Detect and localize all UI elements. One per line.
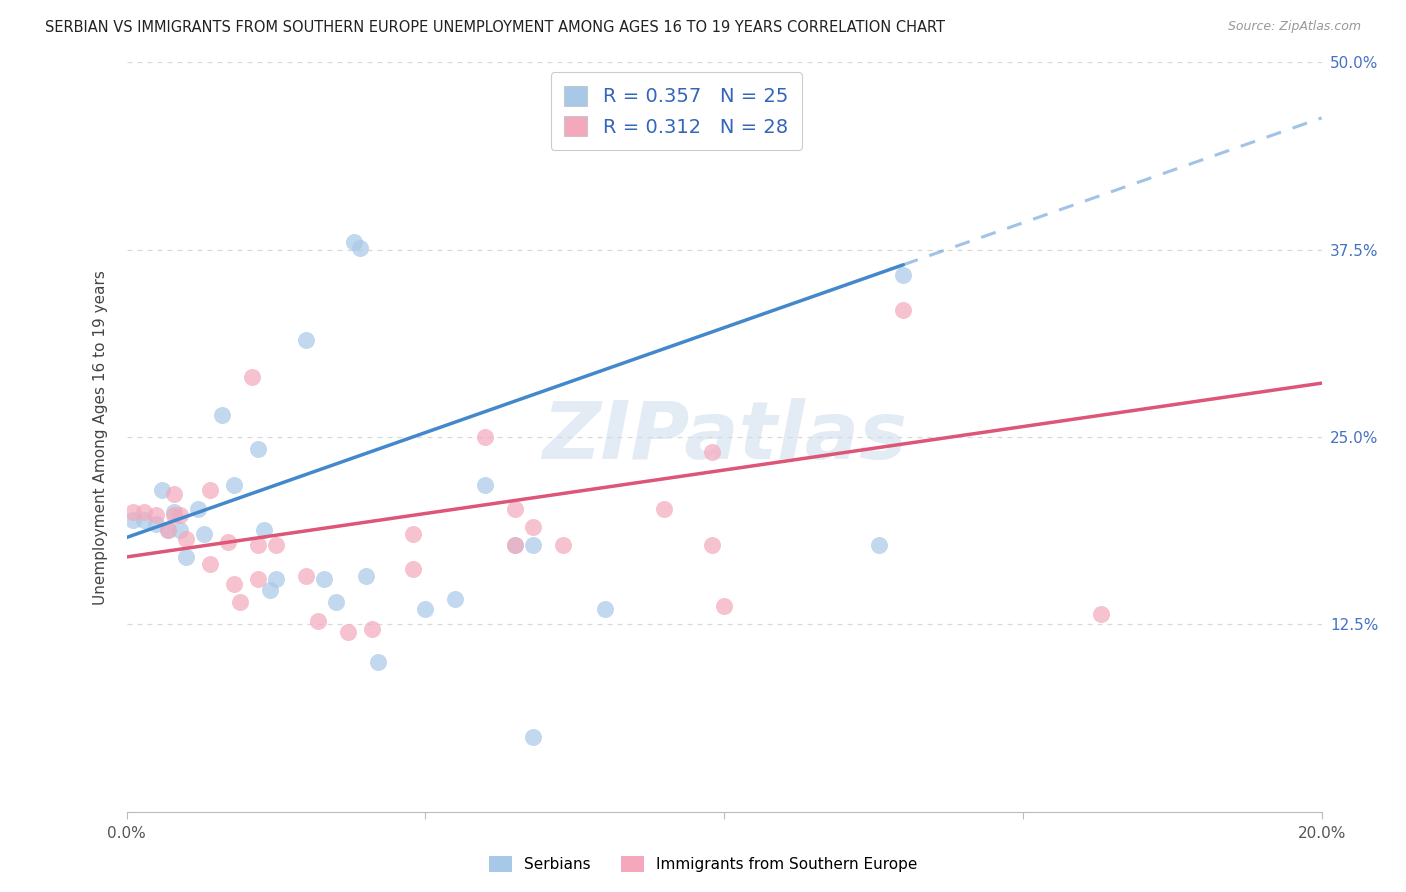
Legend: R = 0.357   N = 25, R = 0.312   N = 28: R = 0.357 N = 25, R = 0.312 N = 28	[551, 72, 801, 150]
Point	[259, 582, 281, 597]
Point	[174, 532, 197, 546]
Point	[522, 538, 544, 552]
Point	[893, 302, 915, 317]
Point	[121, 505, 143, 519]
Point	[551, 538, 574, 552]
Point	[503, 538, 526, 552]
Point	[163, 508, 186, 522]
Point	[702, 445, 724, 459]
Point	[522, 520, 544, 534]
Point	[354, 569, 377, 583]
Point	[200, 483, 222, 497]
Point	[294, 569, 316, 583]
Point	[134, 512, 156, 526]
Point	[264, 573, 287, 587]
Point	[503, 502, 526, 516]
Y-axis label: Unemployment Among Ages 16 to 19 years: Unemployment Among Ages 16 to 19 years	[93, 269, 108, 605]
Point	[652, 502, 675, 516]
Point	[1090, 607, 1112, 621]
Point	[343, 235, 366, 250]
Point	[247, 538, 270, 552]
Point	[474, 478, 496, 492]
Point	[869, 538, 891, 552]
Point	[222, 577, 246, 591]
Point	[145, 516, 167, 531]
Point	[893, 268, 915, 283]
Point	[402, 527, 425, 541]
Point	[773, 100, 796, 114]
Point	[163, 505, 186, 519]
Point	[325, 595, 347, 609]
Point	[349, 241, 371, 255]
Point	[444, 591, 467, 606]
Point	[163, 487, 186, 501]
Point	[174, 549, 197, 564]
Point	[360, 622, 382, 636]
Point	[229, 595, 252, 609]
Point	[503, 538, 526, 552]
Point	[402, 562, 425, 576]
Point	[157, 523, 180, 537]
Text: Source: ZipAtlas.com: Source: ZipAtlas.com	[1227, 20, 1361, 33]
Point	[294, 333, 316, 347]
Point	[211, 408, 233, 422]
Point	[217, 535, 239, 549]
Point	[336, 624, 359, 639]
Point	[193, 527, 215, 541]
Point	[200, 558, 222, 572]
Legend: Serbians, Immigrants from Southern Europe: Serbians, Immigrants from Southern Europ…	[481, 848, 925, 880]
Point	[474, 430, 496, 444]
Point	[366, 655, 388, 669]
Point	[121, 512, 143, 526]
Point	[247, 442, 270, 456]
Point	[169, 508, 191, 522]
Point	[134, 505, 156, 519]
Point	[415, 602, 437, 616]
Point	[307, 615, 329, 629]
Point	[152, 483, 174, 497]
Point	[264, 538, 287, 552]
Point	[240, 370, 263, 384]
Point	[187, 502, 209, 516]
Point	[169, 523, 191, 537]
Text: SERBIAN VS IMMIGRANTS FROM SOUTHERN EUROPE UNEMPLOYMENT AMONG AGES 16 TO 19 YEAR: SERBIAN VS IMMIGRANTS FROM SOUTHERN EURO…	[45, 20, 945, 35]
Point	[522, 730, 544, 744]
Point	[247, 573, 270, 587]
Point	[222, 478, 246, 492]
Point	[713, 599, 735, 614]
Point	[312, 573, 335, 587]
Point	[145, 508, 167, 522]
Point	[253, 523, 276, 537]
Point	[593, 602, 616, 616]
Text: ZIPatlas: ZIPatlas	[541, 398, 907, 476]
Point	[702, 538, 724, 552]
Point	[157, 523, 180, 537]
